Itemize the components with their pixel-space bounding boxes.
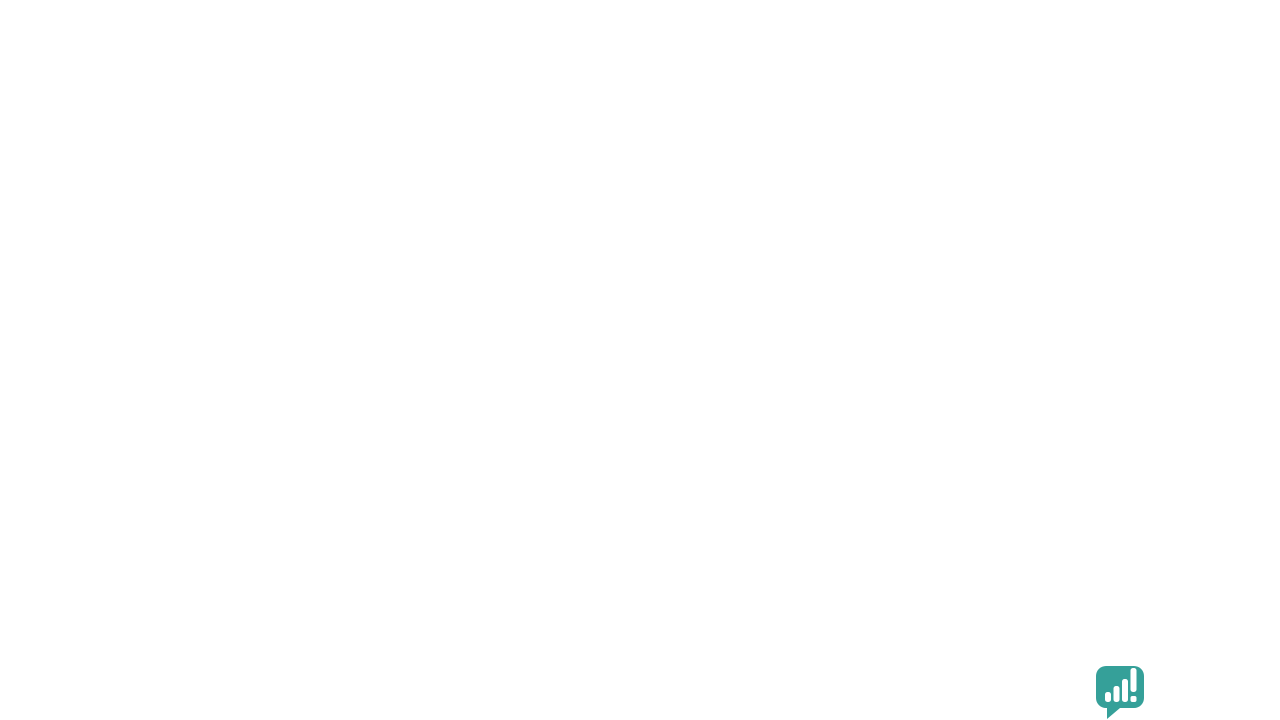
brand-logo [1094,664,1158,720]
newsworthy-bar-chart-speech-bubble-icon [1094,664,1146,720]
